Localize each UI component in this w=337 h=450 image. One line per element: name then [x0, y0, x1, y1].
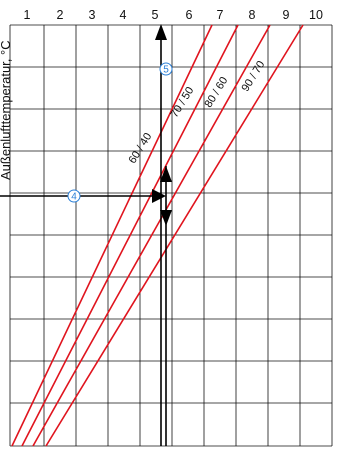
horizontal-indicator — [0, 189, 166, 203]
down-arrow-icon — [160, 210, 172, 226]
curve-label-60-40: 60 / 40 — [126, 131, 154, 166]
x-tick-label: 10 — [309, 8, 323, 22]
x-tick-label: 7 — [217, 8, 224, 22]
x-tick-label: 5 — [152, 8, 159, 22]
right-arrow-icon — [152, 189, 166, 203]
x-tick-labels: 1 2 3 4 5 6 7 8 9 10 — [24, 8, 323, 22]
marker-4: 4 — [67, 189, 81, 203]
up-arrow-icon — [155, 24, 167, 40]
curve-label-80-60: 80 / 60 — [202, 75, 230, 110]
x-tick-label: 9 — [283, 8, 290, 22]
marker-5-circle — [159, 62, 173, 76]
marker-4-circle — [67, 189, 81, 203]
heating-curve-80-60 — [32, 24, 271, 447]
heating-curve-70-50 — [21, 24, 239, 447]
grid — [9, 24, 333, 447]
up-arrow-icon — [160, 166, 172, 182]
marker-5: 5 — [159, 62, 173, 76]
y-axis-title: Außenlufttemperatur, °C — [0, 40, 13, 180]
x-tick-label: 4 — [120, 8, 127, 22]
vertical-indicator — [155, 24, 172, 446]
x-tick-label: 6 — [186, 8, 193, 22]
marker-4-label: 4 — [71, 192, 77, 203]
x-tick-label: 1 — [24, 8, 31, 22]
x-tick-label: 2 — [57, 8, 64, 22]
heating-curves — [11, 24, 304, 447]
x-tick-label: 3 — [89, 8, 96, 22]
heating-curve-90-70 — [45, 24, 304, 447]
heating-curve-60-40 — [11, 24, 213, 447]
marker-5-label: 5 — [163, 65, 169, 76]
x-tick-label: 8 — [249, 8, 256, 22]
